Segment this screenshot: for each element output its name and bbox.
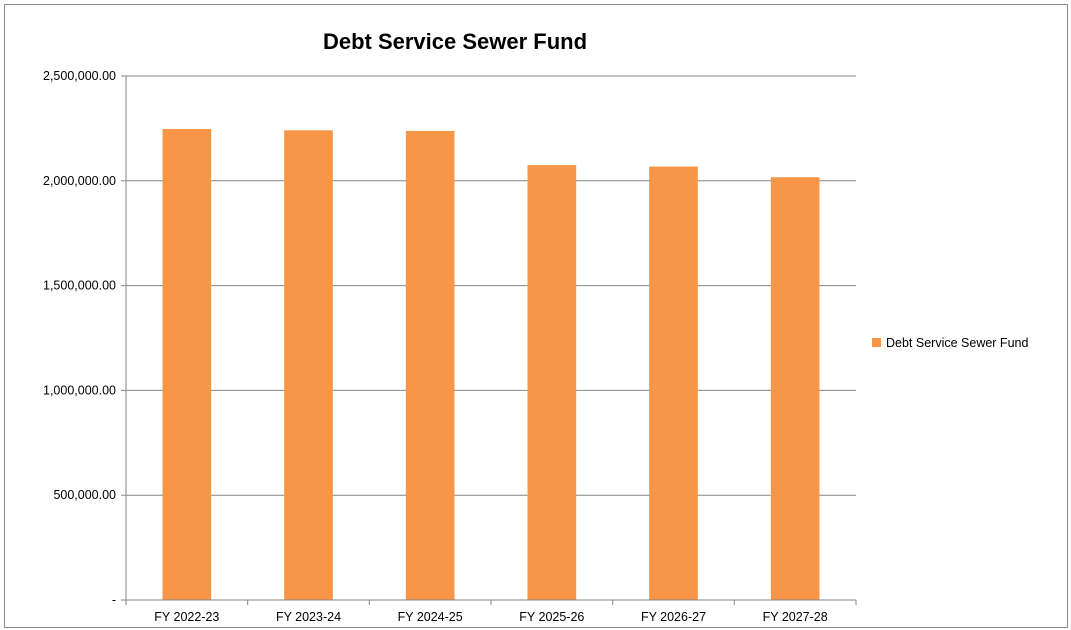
- y-tick-label: 1,000,000.00: [43, 383, 116, 397]
- bar: [527, 165, 577, 600]
- x-tick-label: FY 2025-26: [519, 610, 584, 624]
- y-tick-label: 1,500,000.00: [43, 279, 116, 293]
- bar: [162, 129, 212, 600]
- x-tick-label: FY 2022-23: [154, 610, 219, 624]
- legend-swatch: [872, 338, 881, 347]
- chart-title: Debt Service Sewer Fund: [323, 29, 587, 54]
- legend: Debt Service Sewer Fund: [872, 336, 1028, 350]
- bar: [770, 177, 820, 600]
- axes: [125, 76, 856, 601]
- x-tick-label: FY 2027-28: [763, 610, 828, 624]
- chart-frame: Debt Service Sewer Fund - 500,000.00 1,000…: [4, 4, 1068, 628]
- y-tick-label: -: [112, 593, 116, 607]
- y-tick-label: 2,000,000.00: [43, 174, 116, 188]
- bar: [405, 130, 455, 600]
- x-tick-label: FY 2024-25: [398, 610, 463, 624]
- gridlines: [126, 75, 856, 496]
- x-tick-label: FY 2026-27: [641, 610, 706, 624]
- bar-chart: Debt Service Sewer Fund - 500,000.00 1,000…: [43, 29, 1028, 624]
- x-axis-tick-labels: FY 2022-23 FY 2023-24 FY 2024-25 FY 2025-26…: [125, 600, 857, 624]
- y-tick-label: 2,500,000.00: [43, 69, 116, 83]
- legend-label: Debt Service Sewer Fund: [886, 336, 1028, 350]
- x-tick-label: FY 2023-24: [276, 610, 341, 624]
- y-tick-label: 500,000.00: [53, 488, 116, 502]
- y-axis-tick-labels: - 500,000.00 1,000,000.00 1,500,000.00 2,000…: [43, 69, 126, 607]
- bar: [649, 166, 698, 601]
- bars: [162, 129, 820, 601]
- bar: [284, 130, 333, 600]
